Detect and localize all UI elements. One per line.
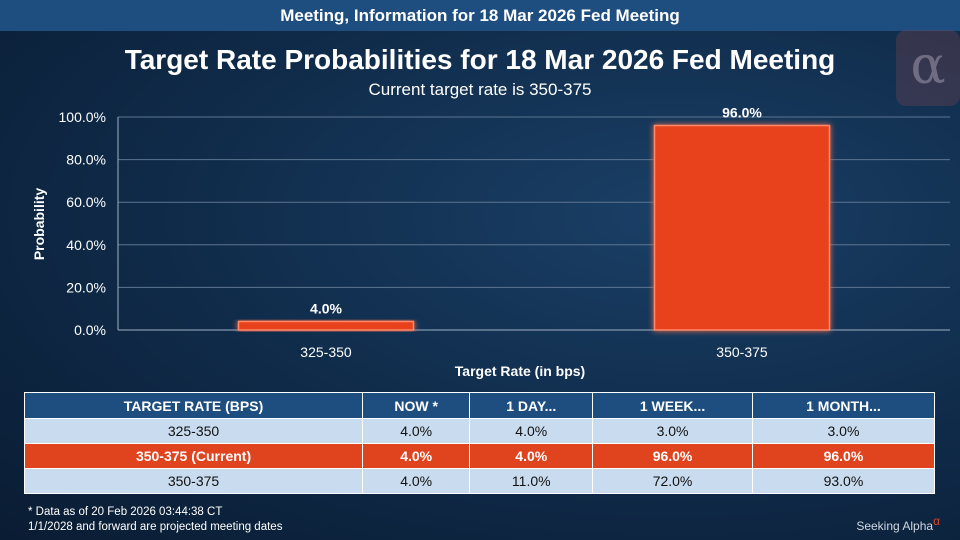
data-label: 4.0% [310, 300, 342, 316]
x-tick-label: 350-375 [716, 344, 768, 360]
y-tick-label: 20.0% [66, 279, 106, 295]
table-cell: 93.0% [751, 468, 936, 494]
table-cell: 96.0% [592, 443, 753, 469]
brand-name: Seeking Alpha [856, 519, 934, 533]
bar-chart: 0.0% 20.0% 40.0% 60.0% 80.0% 100.0% 4.0% 325-3… [31, 105, 950, 379]
seeking-alpha-logo: Seeking Alphaα [856, 514, 940, 533]
y-axis-label: Probability [31, 188, 47, 261]
table-row: 350-375 4.0% 11.0% 72.0% 93.0% [23, 468, 936, 494]
column-header: 1 DAY... [469, 392, 594, 419]
column-header: NOW * [362, 392, 471, 419]
chart-subtitle: Current target rate is 350-375 [368, 80, 592, 99]
chart-title: Target Rate Probabilities for 18 Mar 202… [124, 44, 836, 75]
y-tick-label: 60.0% [66, 194, 106, 210]
table-cell: 3.0% [592, 418, 753, 444]
table-cell: 4.0% [469, 443, 594, 469]
table-cell: 96.0% [751, 443, 936, 469]
table-cell: 4.0% [362, 418, 471, 444]
y-tick-label: 40.0% [66, 237, 106, 253]
column-header: TARGET RATE (BPS) [23, 392, 364, 419]
table-row: 325-350 4.0% 4.0% 3.0% 3.0% [23, 418, 936, 444]
table-cell: 11.0% [469, 468, 594, 494]
footnotes: * Data as of 20 Feb 2026 03:44:38 CT 1/1… [28, 505, 282, 535]
table-cell: 350-375 (Current) [23, 443, 364, 469]
data-label: 96.0% [722, 105, 762, 121]
seeking-alpha-logo-tile: α [896, 30, 960, 106]
footnote-projected: 1/1/2028 and forward are projected meeti… [28, 521, 283, 533]
footnote-data-as-of: * Data as of 20 Feb 2026 03:44:38 CT [28, 506, 223, 518]
table-row-current: 350-375 (Current) 4.0% 4.0% 96.0% 96.0% [23, 443, 936, 469]
table-cell: 72.0% [592, 468, 753, 494]
alpha-mark-icon: α [933, 514, 940, 528]
table-cell: 325-350 [23, 418, 364, 444]
table-cell: 350-375 [23, 468, 364, 494]
y-tick-label: 0.0% [74, 322, 106, 338]
column-header: 1 MONTH... [751, 392, 936, 419]
y-tick-label: 80.0% [66, 152, 106, 168]
y-tick-label: 100.0% [59, 109, 106, 125]
probability-table: TARGET RATE (BPS) NOW * 1 DAY... 1 WEEK... 1… [23, 392, 936, 494]
x-tick-label: 325-350 [300, 344, 352, 360]
x-axis-label: Target Rate (in bps) [455, 363, 585, 379]
bar-350-375 [653, 124, 831, 331]
column-header: 1 WEEK... [592, 392, 753, 419]
table-cell: 4.0% [362, 443, 471, 469]
table-cell: 4.0% [469, 418, 594, 444]
table-cell: 4.0% [362, 468, 471, 494]
table-cell: 3.0% [751, 418, 936, 444]
header-banner: Meeting, Information for 18 Mar 2026 Fed… [0, 0, 960, 31]
bar-325-350 [237, 320, 415, 331]
